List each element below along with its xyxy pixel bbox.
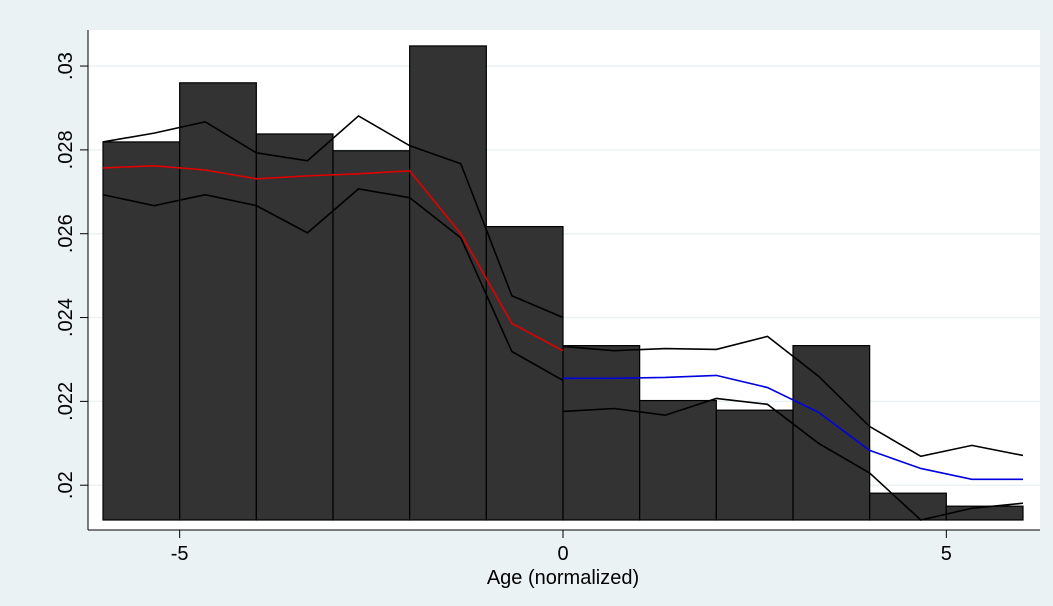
fit-line <box>562 335 1024 458</box>
y-tick-label: .026 <box>55 214 77 253</box>
fit-line <box>562 397 1024 521</box>
x-tick-label: -5 <box>171 543 189 565</box>
bar <box>715 409 794 521</box>
y-tick-label: .03 <box>55 52 77 80</box>
bar <box>562 345 641 521</box>
bar <box>179 82 257 521</box>
y-tick-label: .02 <box>55 471 77 499</box>
x-tick-label: 0 <box>557 543 568 565</box>
y-tick-label: .028 <box>55 130 77 169</box>
y-tick-label: .022 <box>55 382 77 421</box>
fit-line <box>563 374 1023 481</box>
y-tick-label: .024 <box>55 298 77 337</box>
bar <box>945 505 1024 521</box>
x-axis-label: Age (normalized) <box>487 567 639 589</box>
fit-line <box>102 188 564 382</box>
bar <box>409 45 487 521</box>
bar <box>255 133 334 521</box>
bar <box>332 150 411 521</box>
bar <box>102 141 181 521</box>
fit-line <box>102 165 564 352</box>
fit-line <box>102 114 564 319</box>
bar <box>639 399 717 521</box>
x-tick-label: 5 <box>941 543 952 565</box>
